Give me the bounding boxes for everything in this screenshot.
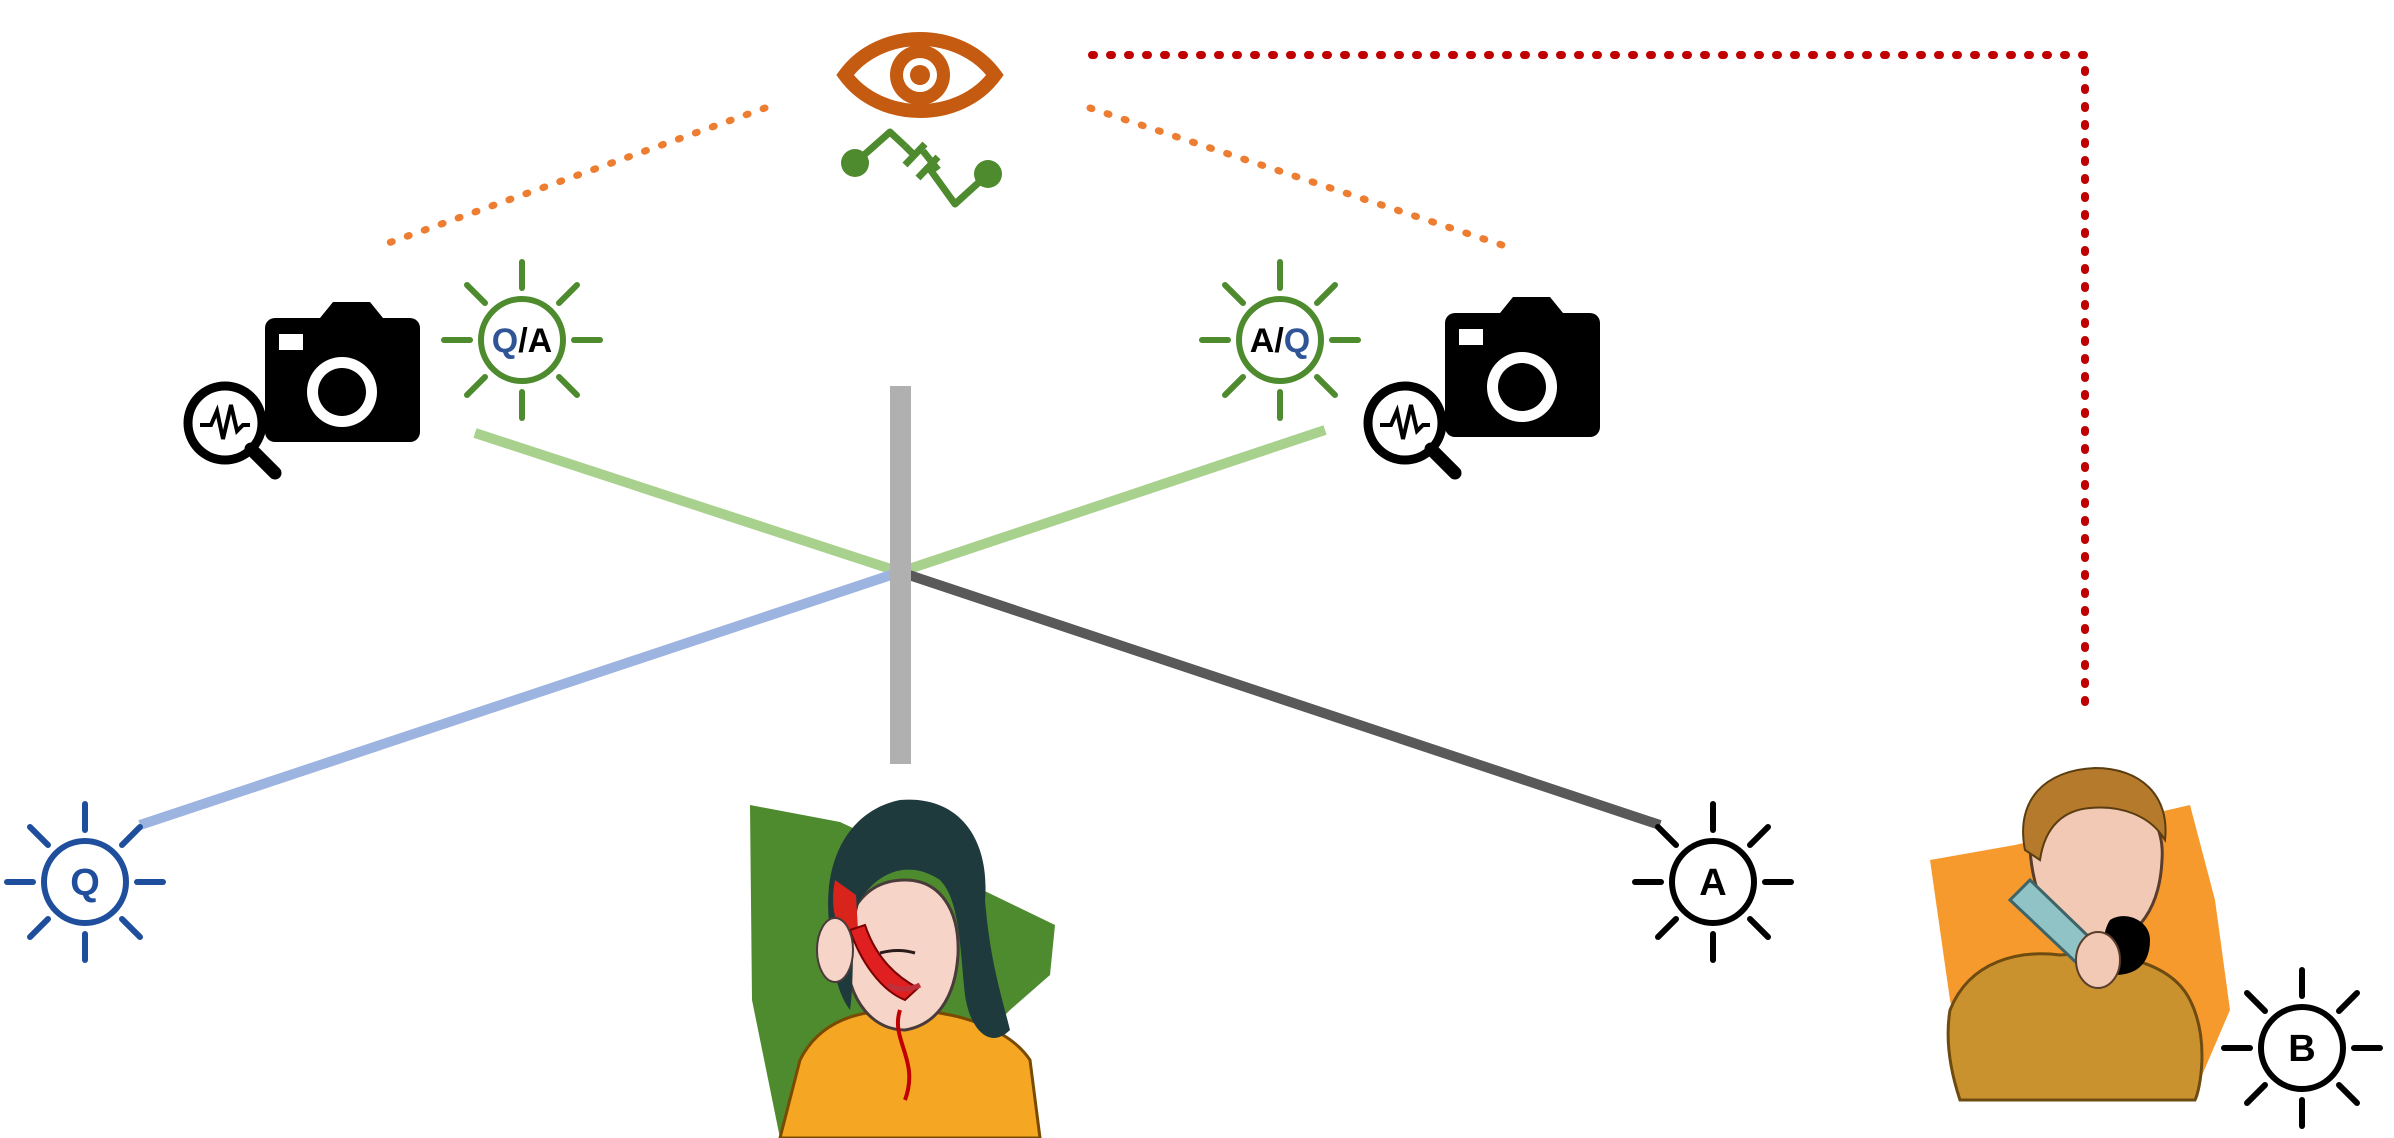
camera-icon xyxy=(265,302,420,442)
orange-dotted-link-left xyxy=(376,104,769,250)
beam-source-a xyxy=(898,567,1662,830)
camera-right xyxy=(1363,297,1600,480)
detector-left: Q/A xyxy=(441,259,603,421)
detector-right: A/Q xyxy=(1199,259,1361,421)
red-dotted-link xyxy=(1088,51,2089,712)
svg-text:A/Q: A/Q xyxy=(1250,322,1310,360)
detector-left-second: A xyxy=(528,322,553,360)
observer-links xyxy=(376,51,2089,712)
beams xyxy=(138,386,1662,830)
source-b: B xyxy=(2221,967,2383,1129)
magnifier-waveform-icon xyxy=(1363,381,1462,480)
sun-icon xyxy=(1199,259,1361,421)
beam-splitter xyxy=(890,386,911,764)
sun-icon xyxy=(1632,801,1794,963)
source-b-label: B xyxy=(2288,1028,2315,1070)
eye-icon xyxy=(836,32,1004,118)
source-q: Q xyxy=(4,801,166,963)
detector-right-first: A xyxy=(1250,322,1275,360)
woman-on-phone-illustration xyxy=(750,799,1055,1138)
beam-right-detector xyxy=(898,425,1327,577)
sun-icon xyxy=(4,801,166,963)
sun-icon xyxy=(441,259,603,421)
svg-text:Q/A: Q/A xyxy=(492,322,552,360)
beam-source-q xyxy=(138,567,902,830)
man-on-phone-illustration xyxy=(1930,766,2230,1102)
beam-left-detector xyxy=(473,428,902,577)
orange-dotted-link-right xyxy=(1086,104,1509,250)
detector-left-first: Q xyxy=(492,322,518,360)
camera-left xyxy=(183,302,420,480)
detector-left-sep: / xyxy=(518,322,528,360)
source-a: A xyxy=(1632,801,1794,963)
source-a-label: A xyxy=(1699,862,1726,904)
camera-icon xyxy=(1445,297,1600,437)
switch-icon xyxy=(841,128,1002,208)
detector-right-sep: / xyxy=(1274,322,1284,360)
source-q-label: Q xyxy=(70,862,100,904)
sun-icon xyxy=(2221,967,2383,1129)
detector-right-second: Q xyxy=(1284,322,1310,360)
magnifier-waveform-icon xyxy=(183,381,282,480)
